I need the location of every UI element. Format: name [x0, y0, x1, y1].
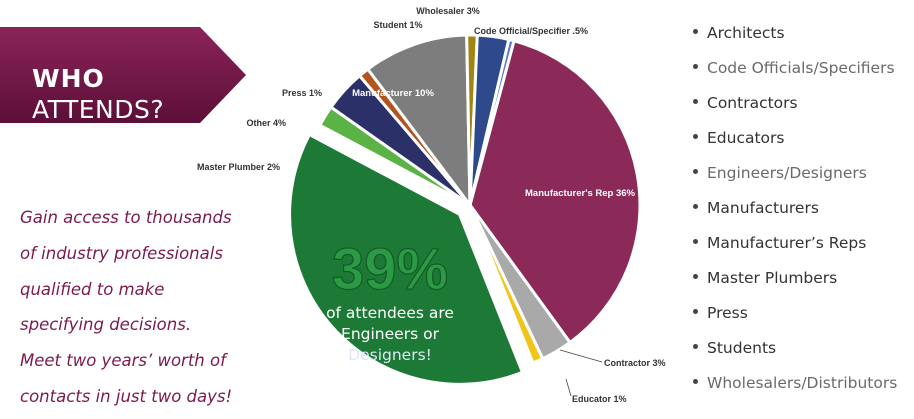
list-item-label: Master Plumbers [707, 269, 838, 287]
pie-slice-label: Manufacturer 10% [352, 88, 434, 99]
intro-blurb: Gain access to thousands of industry pro… [20, 200, 250, 415]
pie-slice [468, 39, 642, 344]
list-item: Contractors [693, 88, 897, 123]
callout: 39% of attendees are Engineers or Design… [326, 236, 454, 364]
callout-line-3: Designers! [348, 346, 432, 364]
blurb-line: Meet two years’ worth of [20, 351, 226, 371]
bullet-icon [693, 379, 698, 384]
attendee-pie-chart: Manufacturer's Rep 36% Contractor 3% Educa… [197, 6, 666, 404]
list-item-label: Wholesalers/Distributors [707, 374, 898, 392]
pie-slice-label: Press 1% [282, 88, 322, 98]
pie-slices [288, 33, 642, 386]
banner-title-who: WHO [32, 64, 105, 93]
list-item: Architects [693, 18, 897, 53]
banner-arrow-shape [0, 27, 246, 123]
list-item: Wholesalers/Distributors [693, 368, 897, 403]
bullet-icon [693, 344, 698, 349]
pie-slice [366, 33, 472, 207]
list-item: Master Plumbers [693, 263, 897, 298]
pie-slice-label: Manufacturer's Rep 36% [525, 188, 636, 199]
blurb-line: Gain access to thousands [20, 208, 232, 227]
bullet-icon [693, 274, 698, 279]
list-item: Engineers/Designers [693, 158, 897, 193]
list-item: Educators [693, 123, 897, 158]
list-item-label: Press [707, 304, 748, 322]
label-leader-line [559, 349, 603, 363]
pie-slice-label: Educator 1% [572, 394, 627, 404]
pie-slice [468, 203, 545, 365]
attendee-types-list: Architects Code Officials/Specifiers Con… [693, 18, 897, 403]
list-item-label: Engineers/Designers [707, 164, 867, 182]
callout-line-1: of attendees are [326, 304, 454, 322]
list-item-label: Manufacturer’s Reps [707, 234, 867, 252]
blurb-line: qualified to make [20, 279, 165, 299]
label-leader-line [565, 378, 572, 397]
list-item-label: Architects [707, 24, 785, 42]
list-item: Press [693, 298, 897, 333]
bullet-icon [693, 309, 698, 314]
pie-slice [288, 133, 524, 386]
bullet-icon [693, 29, 698, 34]
list-item: Students [693, 333, 897, 368]
bullet-icon [693, 64, 698, 69]
list-item-label: Contractors [707, 94, 798, 112]
bullet-icon [693, 204, 698, 209]
pie-slice-label: Master Plumber 2% [197, 162, 280, 172]
list-item: Manufacturers [693, 193, 897, 228]
list-item-label: Manufacturers [707, 199, 819, 217]
bullet-icon [693, 169, 698, 174]
pie-slice-label: Other 4% [246, 118, 286, 128]
blurb-line: specifying decisions. [20, 315, 192, 335]
list-item-label: Educators [707, 129, 785, 147]
pie-slice-label: Wholesaler 3% [416, 6, 480, 16]
list-item: Code Officials/Specifiers [693, 53, 897, 88]
pie-labels: Manufacturer's Rep 36% Contractor 3% Educa… [197, 6, 666, 404]
banner-title-attends: ATTENDS? [32, 95, 165, 124]
blurb-line: contacts in just two days! [20, 386, 233, 406]
who-attends-banner: WHO ATTENDS? [0, 25, 248, 125]
callout-percentage: 39% [332, 237, 448, 302]
bullet-icon [693, 239, 698, 244]
list-item-label: Code Officials/Specifiers [707, 59, 895, 77]
list-item: Manufacturer’s Reps [693, 228, 897, 263]
pie-slice-label: Code Official/Specifier .5% [474, 26, 588, 36]
bullet-icon [693, 134, 698, 139]
pie-slice-label: Contractor 3% [604, 358, 666, 368]
pie-slice [468, 38, 516, 207]
bullet-icon [693, 99, 698, 104]
pie-slice-label: Student 1% [373, 20, 422, 30]
blurb-line: of industry professionals [20, 243, 223, 263]
callout-line-2: Engineers or [341, 325, 440, 343]
list-item-label: Students [707, 339, 777, 357]
